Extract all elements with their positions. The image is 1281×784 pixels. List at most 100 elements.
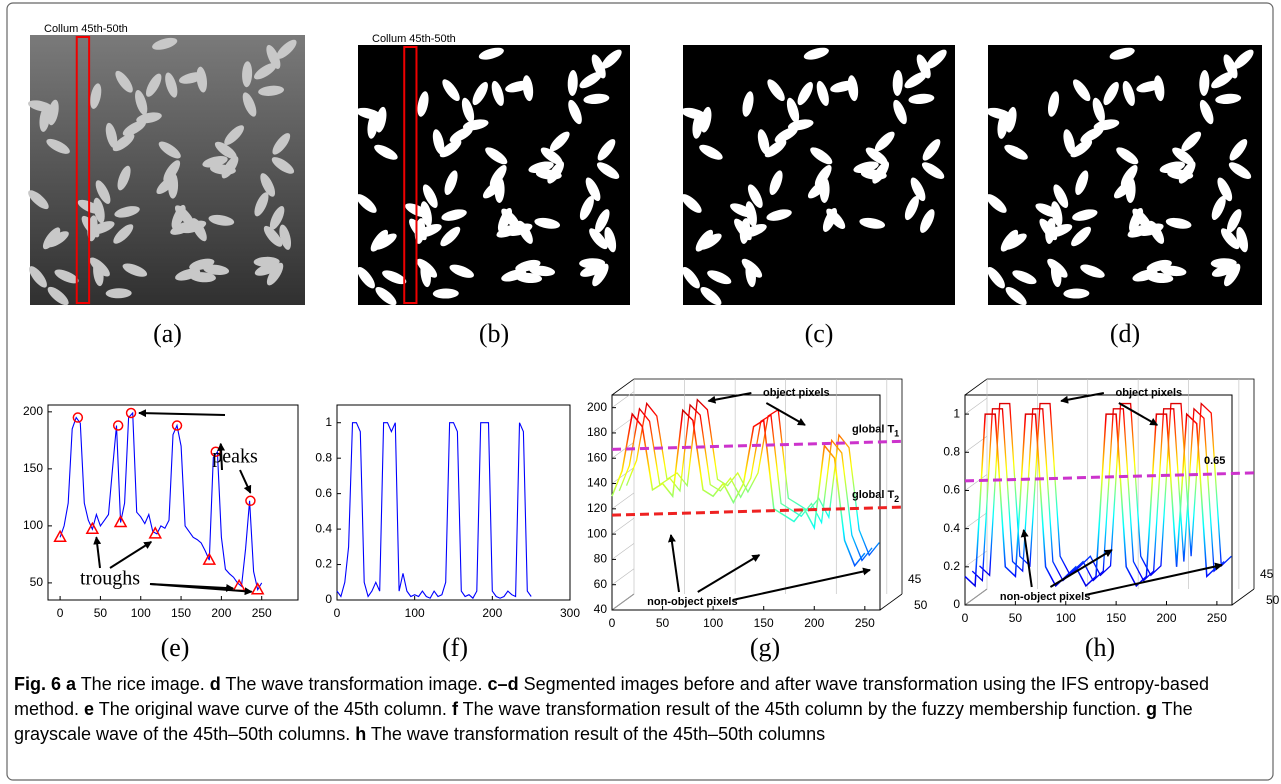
rice-grain: [439, 139, 462, 158]
rice-grain: [409, 218, 427, 241]
rice-grain: [189, 272, 216, 283]
rice-grain: [135, 90, 148, 116]
x-tick-label: 200: [804, 616, 824, 630]
rice-grain: [908, 93, 935, 105]
x-tick-label: 250: [855, 616, 875, 630]
caption-text: The rice image.: [76, 674, 210, 694]
rice-grain: [441, 209, 467, 221]
rice-grain: [1004, 144, 1028, 160]
panel-label: (a): [153, 319, 182, 348]
rice-grain: [764, 139, 787, 158]
rice-grain: [501, 269, 527, 282]
rice-grain: [1181, 131, 1202, 152]
rice-grain: [1063, 288, 1090, 299]
rice-grain: [1080, 264, 1105, 278]
rice-grain: [1223, 263, 1241, 287]
rice-grain: [114, 206, 140, 218]
rice-grain: [46, 138, 70, 154]
x-tick-label: 0: [334, 606, 341, 620]
y-tick-label: 0: [953, 597, 960, 611]
grid-line: [611, 467, 635, 484]
rice-grain: [742, 91, 754, 117]
rice-grain: [583, 93, 610, 105]
panel-label: (f): [442, 633, 468, 662]
z-tick-label: 45: [908, 572, 922, 586]
grid-line: [611, 441, 635, 459]
y-tick-label: 100: [23, 518, 43, 532]
rice-grain: [1093, 119, 1120, 131]
rice-grain: [859, 217, 886, 229]
rice-grain: [1160, 265, 1187, 277]
rice-grain: [461, 97, 475, 123]
rice-grain: [472, 81, 488, 106]
rice-grain: [258, 85, 285, 96]
axes-frame: [964, 394, 1233, 606]
troughs-label: troughs: [80, 568, 140, 590]
rice-grain: [501, 208, 521, 229]
trough-marker: [85, 521, 100, 535]
x-tick-label: 200: [211, 606, 231, 620]
rice-grain: [117, 165, 131, 191]
rice-grain: [254, 63, 277, 80]
rice-grain: [122, 263, 148, 277]
caption-text: The wave transformation result of the 45…: [457, 699, 1146, 719]
rice-grain: [592, 263, 609, 287]
rice-grain: [1138, 223, 1164, 236]
rice-grain: [417, 91, 429, 117]
rice-grain: [534, 217, 561, 229]
grid-line: [611, 492, 635, 510]
annotation: object pixels: [1116, 387, 1183, 399]
rice-grain: [266, 44, 281, 69]
x-tick-label: 100: [1056, 611, 1076, 625]
rice-grain: [208, 214, 235, 226]
caption-text: Segmented images before and after wave t…: [14, 674, 1214, 719]
panel-label: (c): [805, 319, 834, 348]
grid-line: [964, 588, 988, 606]
rice-grain: [416, 258, 438, 278]
rice-grain: [168, 172, 179, 199]
rice-grain: [122, 120, 146, 136]
rice-grain: [787, 119, 814, 131]
rice-grain: [1233, 49, 1254, 69]
rice-grain: [604, 226, 617, 253]
y-tick-label: 150: [23, 461, 43, 475]
rice-grain: [163, 160, 181, 183]
arrow: [1084, 562, 1223, 596]
rice-grain: [1070, 139, 1093, 158]
rice-grain: [826, 208, 846, 229]
caption-text: The original wave curve of the 45th colu…: [94, 699, 452, 719]
y-tick-label: 0.4: [943, 521, 960, 535]
rice-grain: [491, 80, 504, 106]
arrow: [732, 567, 871, 601]
rice-grain: [254, 192, 269, 217]
rice-grain: [597, 139, 616, 161]
rice-grain: [266, 262, 284, 286]
grid-line: [611, 517, 635, 535]
wave-line: [59, 411, 263, 592]
x-tick-label: 0: [962, 611, 969, 625]
rice-grain: [579, 71, 603, 89]
caption-text: The wave transformation image.: [220, 674, 488, 694]
caption-text: The grayscale wave of the 45th–50th colu…: [14, 699, 1198, 744]
x-tick-label: 50: [94, 606, 108, 620]
rice-grain: [263, 225, 283, 247]
rice-grain: [734, 218, 752, 241]
rice-grain: [54, 269, 79, 284]
rice-grain: [1075, 170, 1089, 195]
caption-text: e: [84, 699, 95, 719]
rice-grain: [1047, 91, 1060, 117]
rice-grain: [1226, 209, 1242, 233]
wave-line: [618, 403, 873, 562]
rice-grain: [540, 147, 563, 165]
grid-line: [611, 416, 635, 434]
threshold-line: [611, 439, 903, 451]
rice-grain: [367, 112, 378, 139]
trough-marker: [53, 529, 67, 543]
x-tick-label: 250: [252, 606, 272, 620]
rice-grain: [39, 106, 50, 132]
rice-grain: [136, 112, 162, 124]
trough-marker: [148, 526, 163, 539]
z-tick-label: 45: [1260, 567, 1274, 581]
trough-marker: [232, 578, 246, 592]
